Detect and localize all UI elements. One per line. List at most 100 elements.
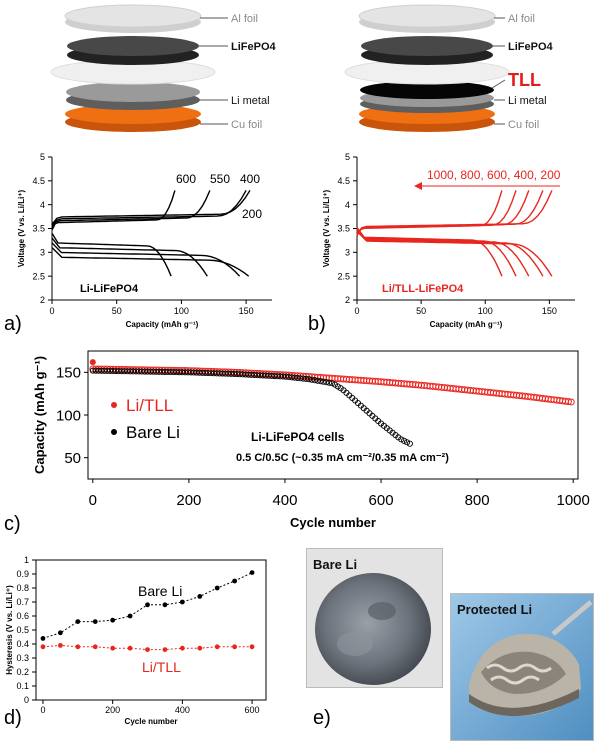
bare-li-point xyxy=(323,379,330,386)
bare-li-point xyxy=(167,368,174,376)
series-label-tll: Li/TLL xyxy=(142,659,181,675)
bare-li-point xyxy=(199,369,206,376)
bare-li-disk xyxy=(307,549,442,687)
bare-li-point xyxy=(233,370,240,378)
charge-curve-550 xyxy=(51,190,211,229)
legend-marker-tll xyxy=(111,402,117,408)
bare-li-point xyxy=(403,439,411,446)
bare-li-point xyxy=(135,368,142,375)
bare-li-point xyxy=(132,368,140,375)
bare-li-point xyxy=(127,368,134,375)
y-tick-label: 0.2 xyxy=(16,667,29,677)
bare-li-point xyxy=(130,368,137,375)
bare-li-point xyxy=(265,372,272,379)
y-tick-label: 2 xyxy=(345,295,350,305)
schematic-a: Al foil LiFePO4 Li metal Cu foil xyxy=(50,4,277,132)
tll-point xyxy=(564,398,572,406)
hysteresis-point xyxy=(145,602,150,608)
charge-curve-1000 xyxy=(356,190,503,236)
y-tick-label: 0.7 xyxy=(16,597,29,607)
bare-li-point xyxy=(288,374,295,381)
y-tick-label: 150 xyxy=(56,365,81,382)
layer-label-li-b: Li metal xyxy=(508,95,547,107)
bare-li-point xyxy=(144,368,151,375)
bare-li-point xyxy=(156,368,163,375)
rate-label-200: 200 xyxy=(242,207,262,221)
legend-marker-bare xyxy=(111,429,117,435)
x-axis-label: Cycle number xyxy=(125,717,178,726)
panel-letter-c: c) xyxy=(4,513,21,535)
layer-label-al-b: Al foil xyxy=(508,13,535,25)
y-tick-label: 0.3 xyxy=(16,653,29,663)
bare-li-point xyxy=(98,367,105,374)
y-tick-label: 0.1 xyxy=(16,681,29,691)
bare-li-point xyxy=(181,369,189,376)
bare-li-point xyxy=(398,436,405,443)
plot-frame xyxy=(52,157,272,300)
bare-li-point xyxy=(141,368,148,375)
x-axis-label: Capacity (mAh g⁻¹) xyxy=(430,320,503,329)
bare-li-point xyxy=(239,371,246,378)
hysteresis-point xyxy=(40,644,46,650)
x-tick-label: 600 xyxy=(369,492,394,509)
y-tick-label: 2.5 xyxy=(337,271,350,281)
layer-label-cu-b: Cu foil xyxy=(508,119,539,131)
annotation-li-tll-lifepo4: Li/TLL-LiFePO4 xyxy=(382,283,464,295)
x-tick-label: 0 xyxy=(89,492,97,509)
y-tick-label: 0 xyxy=(24,695,29,705)
hysteresis-point xyxy=(214,644,220,650)
hysteresis-point xyxy=(75,619,81,624)
y-tick-label: 3.5 xyxy=(337,224,350,234)
bare-li-point xyxy=(297,375,304,382)
x-tick-label: 100 xyxy=(174,306,189,316)
y-tick-label: 4.5 xyxy=(32,176,45,186)
bare-li-point xyxy=(210,370,217,377)
bare-li-point xyxy=(150,368,157,375)
chart-d: 0 200 400 600 0 0.1 0.2 0.3 0.4 0.5 0.6 0.7 0.8 0.9 1 C… xyxy=(5,555,267,726)
x-tick-label: 1000 xyxy=(557,492,590,509)
bare-li-point xyxy=(303,375,310,382)
bare-li-point xyxy=(251,371,258,379)
bare-li-point xyxy=(245,371,252,378)
bare-li-point xyxy=(300,375,307,382)
y-tick-label: 1 xyxy=(24,555,29,565)
charge-curve-200 xyxy=(356,190,553,235)
x-tick-label: 150 xyxy=(542,306,557,316)
bare-li-point xyxy=(158,368,166,375)
bare-li-point xyxy=(219,370,226,377)
hysteresis-point xyxy=(232,644,238,650)
bare-li-point xyxy=(184,369,191,376)
x-tick-label: 0 xyxy=(40,705,45,715)
hysteresis-point xyxy=(232,578,238,584)
schematic-b: Al foil LiFePO4 TLL Li metal Cu foil xyxy=(344,4,554,132)
bare-li-point xyxy=(291,374,298,381)
bare-li-point xyxy=(147,368,154,375)
hysteresis-point xyxy=(92,619,98,624)
y-tick-label: 0.4 xyxy=(16,639,29,649)
bare-li-point xyxy=(248,371,255,378)
y-axis-label: Capacity (mAh g⁻¹) xyxy=(32,356,47,474)
y-axis-label: Hysteresis (V vs. Li/Li⁺) xyxy=(5,585,14,675)
cu-foil-layer-a xyxy=(65,104,201,124)
series-label-bare: Bare Li xyxy=(138,583,182,599)
x-axis-label: Capacity (mAh g⁻¹) xyxy=(126,320,199,329)
al-foil-layer-a xyxy=(64,4,202,28)
layer-label-al-a: Al foil xyxy=(231,13,258,25)
lifepo4-layer-a xyxy=(67,36,199,56)
annotation-li-lifepo4: Li-LiFePO4 xyxy=(80,283,139,295)
li-metal-layer-a xyxy=(66,82,200,102)
y-tick-label: 2.5 xyxy=(32,271,45,281)
bare-li-point xyxy=(170,369,177,376)
bare-li-point xyxy=(161,368,168,375)
y-tick-label: 0.5 xyxy=(16,625,29,635)
bare-li-point xyxy=(202,369,209,376)
bare-li-point xyxy=(314,377,321,384)
hysteresis-point xyxy=(127,613,133,619)
x-tick-label: 600 xyxy=(245,705,260,715)
bare-li-point xyxy=(317,378,324,385)
bare-li-point xyxy=(256,372,264,379)
al-foil-layer-b xyxy=(358,4,496,28)
bare-li-point xyxy=(164,368,171,376)
bare-li-point xyxy=(311,377,318,384)
hysteresis-point xyxy=(127,645,133,651)
